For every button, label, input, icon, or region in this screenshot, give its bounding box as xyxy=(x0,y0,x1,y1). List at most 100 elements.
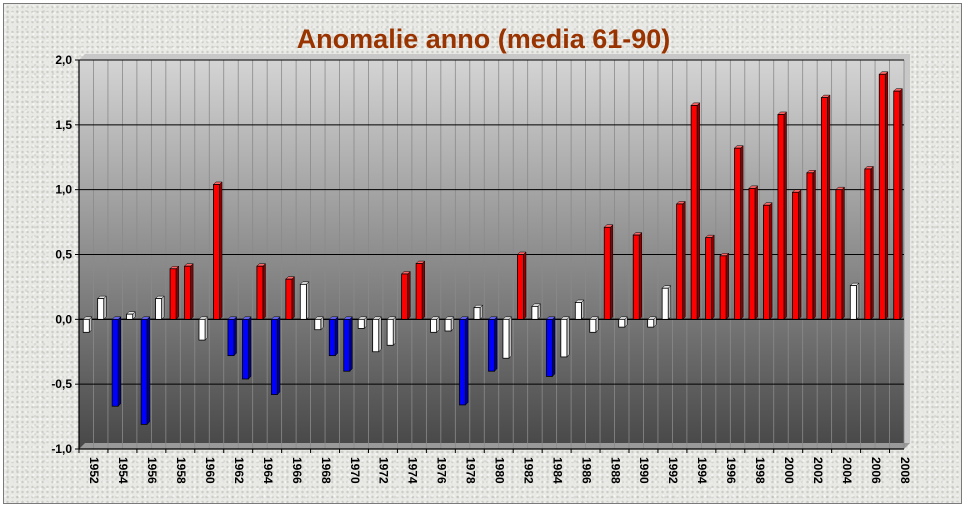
bar-face xyxy=(589,318,597,333)
bar-1960 xyxy=(198,316,209,341)
bar-face xyxy=(792,191,799,320)
bar-face xyxy=(690,104,698,320)
x-tick-label: 1988 xyxy=(608,457,622,484)
bar-face xyxy=(603,226,611,320)
bar-face xyxy=(140,318,148,425)
x-tick-label: 1976 xyxy=(435,457,449,484)
bar-face xyxy=(314,318,322,331)
bar-1974 xyxy=(401,270,411,320)
bar-1979 xyxy=(473,304,484,320)
bar-1956 xyxy=(140,316,151,425)
x-tick-label: 2008 xyxy=(898,457,912,484)
bar-face xyxy=(849,285,857,320)
y-tick-label: -0,5 xyxy=(51,377,72,391)
bar-1963 xyxy=(241,316,252,380)
bar-face xyxy=(748,187,756,320)
bar-face xyxy=(835,189,843,320)
bar-face xyxy=(459,318,466,406)
bar-2003 xyxy=(820,94,831,320)
y-tick-label: 1,5 xyxy=(55,118,72,132)
bar-1992 xyxy=(661,285,672,320)
x-tick-label: 1962 xyxy=(232,457,246,484)
bar-face xyxy=(806,172,814,320)
bar-1978 xyxy=(458,316,469,406)
x-tick-label: 1952 xyxy=(87,457,101,484)
bar-face xyxy=(430,318,438,333)
bar-1970 xyxy=(343,316,353,372)
bar-1977 xyxy=(444,316,455,332)
bar-face xyxy=(126,313,134,320)
x-tick-label: 1980 xyxy=(493,457,507,484)
bar-face xyxy=(270,318,278,395)
x-tick-label: 1966 xyxy=(290,457,304,484)
bar-1975 xyxy=(415,260,426,320)
bar-face xyxy=(169,268,177,320)
bar-1991 xyxy=(647,316,657,328)
x-tick-label: 1972 xyxy=(377,457,391,484)
bar-face xyxy=(299,283,307,320)
bar-1984 xyxy=(545,316,556,377)
bar-1968 xyxy=(314,316,324,331)
y-tick-label: 0,0 xyxy=(55,312,72,326)
bar-1967 xyxy=(299,281,310,320)
bar-1983 xyxy=(531,303,542,320)
x-tick-label: 2002 xyxy=(811,457,825,484)
x-tick-label: 1984 xyxy=(550,457,564,484)
bar-1989 xyxy=(618,316,628,328)
bar-2001 xyxy=(791,189,802,320)
bar-face xyxy=(488,318,495,372)
bar-face xyxy=(893,90,901,320)
bar-face xyxy=(97,298,105,320)
bar-1982 xyxy=(516,251,527,320)
bar-1971 xyxy=(357,316,368,330)
bar-face xyxy=(719,255,727,320)
bar-1987 xyxy=(589,316,599,333)
x-tick-label: 1992 xyxy=(666,457,680,484)
x-tick-label: 2004 xyxy=(840,457,854,484)
x-tick-label: 1954 xyxy=(116,457,130,484)
x-tick-label: 1994 xyxy=(695,457,709,484)
bar-2002 xyxy=(806,169,817,320)
bar-1973 xyxy=(386,316,397,346)
bar-face xyxy=(386,318,394,346)
bar-1955 xyxy=(126,311,136,320)
bar-1998 xyxy=(748,185,759,320)
bar-1964 xyxy=(256,263,267,320)
bar-face xyxy=(444,318,452,332)
bar-face xyxy=(328,318,336,357)
bar-face xyxy=(763,204,770,320)
x-tick-label: 1956 xyxy=(145,457,159,484)
x-tick-label: 1990 xyxy=(637,457,651,484)
bar-face xyxy=(574,302,582,320)
bar-face xyxy=(632,234,640,320)
bar-1952 xyxy=(82,316,93,333)
bar-face xyxy=(531,305,539,320)
bar-1986 xyxy=(574,299,585,320)
bar-1958 xyxy=(169,265,180,320)
bar-1969 xyxy=(328,316,339,357)
bar-1962 xyxy=(227,316,238,357)
bar-face xyxy=(242,318,249,380)
x-tick-label: 1998 xyxy=(753,457,767,484)
x-tick-label: 1964 xyxy=(261,457,275,484)
bar-1990 xyxy=(632,231,643,320)
x-tick-label: 1982 xyxy=(521,457,535,484)
bar-1981 xyxy=(502,316,513,359)
plot-floor xyxy=(79,443,910,449)
bar-1966 xyxy=(285,276,296,320)
bar-face xyxy=(415,263,423,320)
x-tick-label: 1978 xyxy=(464,457,478,484)
bar-1959 xyxy=(183,263,194,320)
x-tick-label: 1968 xyxy=(319,457,333,484)
x-tick-label: 1996 xyxy=(724,457,738,484)
x-tick-label: 1986 xyxy=(579,457,593,484)
bar-2006 xyxy=(864,165,874,320)
bar-face xyxy=(473,307,481,320)
bar-1953 xyxy=(97,295,107,320)
bar-2000 xyxy=(777,111,788,320)
bar-face xyxy=(734,147,741,320)
bar-face xyxy=(502,318,510,359)
bar-face xyxy=(517,254,524,320)
bar-1954 xyxy=(111,316,122,407)
bar-1988 xyxy=(603,224,614,320)
